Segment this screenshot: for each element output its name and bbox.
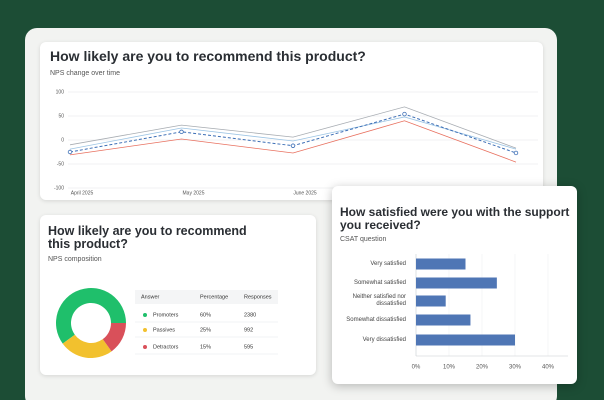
card-title: How satisfied were you with the support … <box>340 205 570 232</box>
x-tick-label: April 2025 <box>71 190 94 196</box>
donut-segment <box>56 287 126 344</box>
row-responses: 595 <box>244 344 253 350</box>
donut-segment <box>62 334 112 358</box>
card-title: How likely are you to recommend this pro… <box>50 48 366 64</box>
x-tick-label: 30% <box>509 365 522 371</box>
y-tick-label: -100 <box>54 185 64 191</box>
row-percentage: 60% <box>200 312 211 318</box>
card: How satisfied were you with the support … <box>332 186 577 384</box>
y-tick-label: 100 <box>56 89 65 95</box>
x-tick-label: 40% <box>542 365 555 371</box>
row-responses: 992 <box>244 327 253 333</box>
card-subtitle: NPS composition <box>48 256 102 263</box>
table-header: Percentage <box>200 294 228 300</box>
table-header: Answer <box>141 294 160 300</box>
legend-dot <box>143 328 147 332</box>
y-tick-label: Somewhat dissatisfied <box>346 316 406 323</box>
row-label: Promoters <box>153 312 179 318</box>
series-line <box>69 106 517 149</box>
point <box>290 143 296 148</box>
x-tick-label: 20% <box>476 365 489 371</box>
row-label: Detractors <box>153 344 179 350</box>
x-tick-label: June 2025 <box>293 190 317 196</box>
bar <box>416 314 471 326</box>
bar <box>416 258 466 270</box>
y-tick-label: Very dissatisfied <box>362 336 406 343</box>
card: How likely are you to recommend this pro… <box>40 215 316 375</box>
x-tick-label: 0% <box>412 365 421 371</box>
y-tick-label: Very satisfied <box>370 260 406 267</box>
point <box>402 111 407 117</box>
donut-chart: Answer Percentage Responses Promoters 60% 238… <box>56 287 278 358</box>
series-line <box>69 116 517 150</box>
y-tick-label: Somewhat satisfied <box>353 279 406 286</box>
card-subtitle: CSAT question <box>340 236 387 243</box>
card-title: How likely are you to recommend this pro… <box>48 224 247 251</box>
x-tick-label: May 2025 <box>183 190 205 196</box>
card-subtitle: NPS change over time <box>50 70 121 77</box>
y-tick-label: -50 <box>57 161 64 167</box>
y-tick-label: Neither satisfied nor dissatisfied <box>352 294 406 307</box>
point <box>179 129 184 135</box>
card: How likely are you to recommend this pro… <box>40 42 543 200</box>
y-tick-label: 50 <box>58 113 64 119</box>
bar <box>416 277 497 289</box>
donut-segment <box>102 323 126 352</box>
series-line <box>69 120 517 163</box>
point <box>67 149 73 155</box>
legend-dot <box>143 345 147 349</box>
legend-dot <box>143 313 147 317</box>
bar <box>416 295 446 307</box>
point <box>513 150 519 156</box>
bar-chart: 0% 10% 20% 30% 40% <box>412 254 568 371</box>
y-tick-label: 0 <box>61 137 64 143</box>
row-percentage: 15% <box>200 344 211 350</box>
bar <box>416 334 515 346</box>
x-tick-label: 10% <box>443 365 456 371</box>
row-label: Passives <box>153 327 175 333</box>
row-responses: 2380 <box>244 312 256 318</box>
row-percentage: 25% <box>200 327 211 333</box>
table-header-bg <box>135 290 278 304</box>
line-chart: -100 -50 0 50 100 April 2025 May 2025 June 2025 <box>54 89 538 196</box>
table-header: Responses <box>244 294 272 300</box>
